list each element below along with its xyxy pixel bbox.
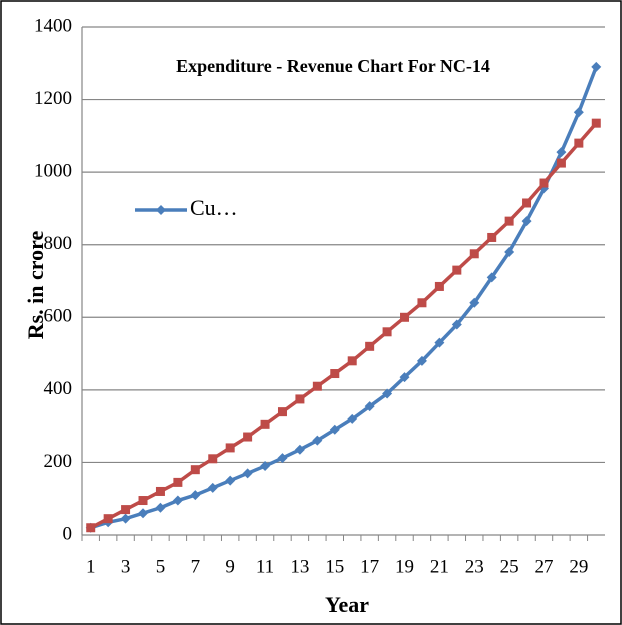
data-point <box>120 513 131 524</box>
data-point <box>173 477 183 487</box>
y-tick-label: 1200 <box>34 88 72 109</box>
data-point <box>504 216 514 226</box>
data-point <box>434 337 445 348</box>
x-tick-label: 25 <box>500 556 519 577</box>
data-point <box>347 356 357 366</box>
data-point <box>155 502 166 513</box>
data-point <box>121 505 131 515</box>
data-point <box>260 461 271 472</box>
data-point <box>225 475 236 486</box>
data-point <box>138 496 148 506</box>
data-point <box>486 272 497 283</box>
y-tick-label: 600 <box>44 306 73 327</box>
data-point <box>556 158 566 168</box>
data-point <box>591 61 602 72</box>
data-point <box>242 468 253 479</box>
chart-title: Expenditure - Revenue Chart For NC-14 <box>176 56 490 76</box>
y-tick-label: 200 <box>44 451 73 472</box>
x-tick-label: 15 <box>325 556 344 577</box>
x-tick-label: 27 <box>534 556 553 577</box>
x-tick-label: 29 <box>569 556 588 577</box>
data-point <box>347 413 358 424</box>
y-tick-label: 1400 <box>34 15 72 36</box>
data-point <box>504 246 515 257</box>
data-point <box>400 312 410 322</box>
data-point <box>208 454 218 464</box>
x-tick-label: 9 <box>225 556 235 577</box>
data-point <box>522 198 532 208</box>
data-point <box>573 107 584 118</box>
x-tick-label: 17 <box>360 556 379 577</box>
data-point <box>399 372 410 383</box>
data-point <box>556 147 567 158</box>
y-tick-label: 800 <box>44 233 73 254</box>
data-point <box>469 297 480 308</box>
data-point <box>417 298 427 308</box>
y-axis-label: Rs. in crore <box>23 230 48 339</box>
data-point <box>190 490 201 501</box>
data-point <box>452 265 462 275</box>
x-tick-label: 23 <box>465 556 484 577</box>
data-point <box>330 369 340 379</box>
data-point <box>487 232 497 242</box>
data-point <box>155 486 165 496</box>
x-tick-label: 7 <box>191 556 201 577</box>
data-point <box>312 435 323 446</box>
x-tick-label: 1 <box>86 556 96 577</box>
y-tick-label: 0 <box>63 523 73 544</box>
x-tick-label: 11 <box>256 556 274 577</box>
data-point <box>190 465 200 475</box>
x-tick-label: 21 <box>430 556 449 577</box>
data-point <box>451 319 462 330</box>
data-point <box>382 388 393 399</box>
data-point <box>225 443 235 453</box>
x-tick-label: 5 <box>156 556 166 577</box>
x-tick-label: 13 <box>290 556 309 577</box>
data-point <box>207 482 218 493</box>
data-point <box>277 453 288 464</box>
data-point <box>521 216 532 227</box>
data-point <box>138 508 149 519</box>
data-point <box>277 407 287 417</box>
data-point <box>312 381 322 391</box>
legend-marker <box>156 205 166 215</box>
x-axis-label: Year <box>325 592 369 617</box>
data-point <box>329 424 340 435</box>
x-tick-label: 3 <box>121 556 131 577</box>
data-point <box>365 341 375 351</box>
data-point <box>294 444 305 455</box>
data-point <box>539 178 549 188</box>
legend-label: Cu… <box>190 195 238 220</box>
data-point <box>416 355 427 366</box>
data-point <box>364 401 375 412</box>
data-point <box>591 118 601 128</box>
data-point <box>103 514 113 524</box>
data-point <box>574 138 584 148</box>
y-tick-label: 400 <box>44 378 73 399</box>
x-tick-label: 19 <box>395 556 414 577</box>
data-point <box>469 249 479 259</box>
data-point <box>434 281 444 291</box>
data-point <box>243 432 253 442</box>
data-point <box>382 327 392 337</box>
data-point <box>172 495 183 506</box>
data-point <box>260 419 270 429</box>
data-point <box>295 394 305 404</box>
data-point <box>86 523 96 533</box>
y-tick-label: 1000 <box>34 161 72 182</box>
